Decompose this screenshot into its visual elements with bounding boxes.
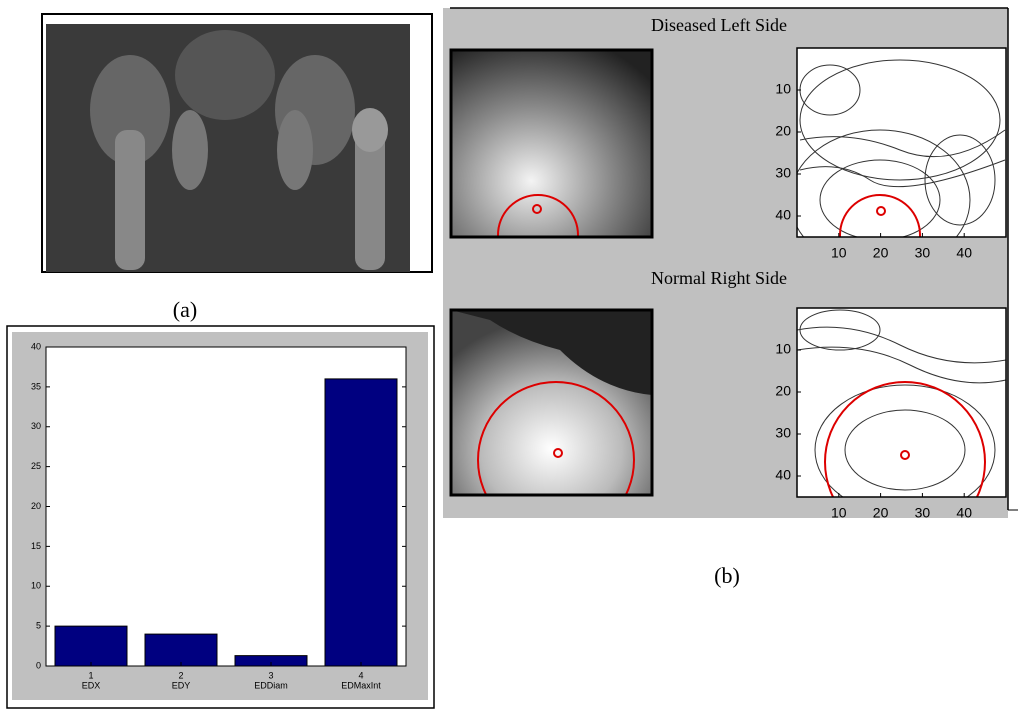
y-tick-label: 40 [775,467,791,483]
x-tick-label: 40 [956,505,972,521]
x-tick-label: 40 [956,245,972,261]
category-label: EDY [172,680,191,690]
panel-label: (b) [714,563,740,588]
xray-image [42,14,432,272]
x-tick-label: 2 [178,670,183,680]
y-tick-label: 10 [775,341,791,357]
y-tick-label: 20 [775,383,791,399]
x-tick-label: 4 [358,670,363,680]
y-tick-label: 30 [31,421,41,431]
panel-label: (a) [173,297,197,322]
y-tick-label: 5 [36,621,41,631]
x-tick-label: 3 [268,670,273,680]
x-tick-label: 10 [831,245,847,261]
y-tick-label: 20 [775,123,791,139]
x-tick-label: 20 [873,505,889,521]
category-label: EDDiam [254,680,288,690]
bar [325,379,397,666]
y-tick-label: 10 [31,581,41,591]
y-tick-label: 15 [31,541,41,551]
y-tick-label: 40 [31,341,41,351]
bar [145,634,217,666]
figure: (a) Diseased Left Side Normal Right Side [0,0,1018,712]
y-tick-label: 40 [775,207,791,223]
page: (a) Diseased Left Side Normal Right Side [0,0,1018,717]
y-tick-label: 20 [31,501,41,511]
y-tick-label: 10 [775,81,791,97]
bar [55,626,127,666]
y-tick-label: 25 [31,461,41,471]
category-label: EDX [82,680,101,690]
y-tick-label: 0 [36,660,41,670]
x-tick-label: 1 [88,670,93,680]
x-tick-label: 10 [831,505,847,521]
x-tick-label: 30 [915,505,931,521]
panel-title: Normal Right Side [651,268,787,288]
category-label: EDMaxInt [341,680,381,690]
y-tick-label: 35 [31,381,41,391]
x-tick-label: 20 [873,245,889,261]
x-tick-label: 30 [915,245,931,261]
panel-title: Diseased Left Side [651,15,787,35]
y-tick-label: 30 [775,425,791,441]
y-tick-label: 30 [775,165,791,181]
